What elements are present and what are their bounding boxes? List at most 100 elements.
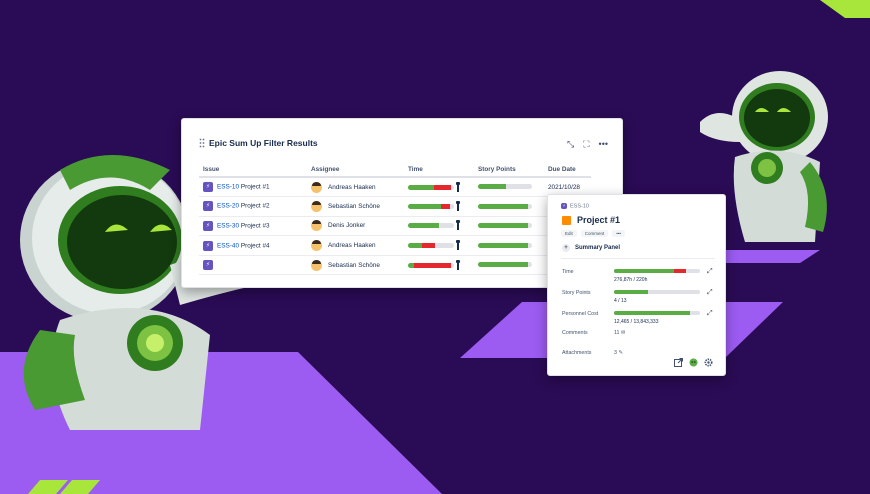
issue-cell[interactable]: ⚡ ESS-10 Project #1 [199,177,307,198]
story-points-progress-bar [478,242,532,248]
issue-detail-panel: ⚡ ESS-10 Project #1 Edit Comment ••• + Sum… [547,194,726,376]
issue-summary[interactable]: Project #3 [240,222,270,230]
field-value: 12,465 / 13,843,333 [614,319,659,325]
field-value: 4 / 13 [614,298,627,304]
issue-cell[interactable]: ⚡ [199,255,307,276]
field-label: Personnel Cost [562,311,599,317]
edit-button[interactable]: Edit [561,230,577,237]
table-row[interactable]: ⚡ Sebastian Schöne [199,255,591,276]
time-cell [404,216,474,237]
open-external-icon[interactable] [674,358,683,367]
column-header-assignee[interactable]: Assignee [307,163,404,178]
field-label: Comments [562,330,588,336]
assignee-cell: Sebastian Schöne [307,255,404,276]
assignee-cell: Denis Jonker [307,216,404,237]
table-row[interactable]: ⚡ ESS-30 Project #3 Denis Jonker [199,216,591,237]
more-actions-button[interactable]: ••• [612,230,626,237]
expand-icon[interactable]: ⤢ [707,289,713,296]
epic-icon: ⚡ [203,220,213,231]
issue-cell[interactable]: ⚡ ESS-20 Project #2 [199,196,307,217]
epic-icon: ⚡ [203,240,213,251]
settings-gear-icon[interactable] [704,358,713,367]
personnel-cost-progress-bar [614,311,700,315]
avatar [311,259,322,271]
summary-panel-heading[interactable]: + Summary Panel [562,244,620,252]
detail-title-text: Project #1 [577,215,621,225]
issue-cell[interactable]: ⚡ ESS-30 Project #3 [199,216,307,237]
story-points-progress-bar [478,184,532,190]
time-progress-bar [614,269,700,273]
issue-key[interactable]: ESS-20 [217,203,240,211]
story-points-cell [474,177,544,198]
project-color-icon [562,215,571,225]
issues-table: Issue Assignee Time Story Points Due Dat… [199,163,591,276]
time-progress-bar [408,203,454,209]
estimate-marker-icon [455,200,459,211]
summary-panel-label: Summary Panel [575,245,621,251]
column-header-story-points[interactable]: Story Points [474,163,544,178]
expand-icon[interactable]: ⤢ [707,310,713,317]
expand-icon[interactable]: ⤢ [707,268,713,275]
avatar [311,240,322,252]
detail-key-text[interactable]: ESS-10 [570,203,589,210]
assignee-name: Denis Jonker [328,222,366,230]
issue-summary[interactable]: Project #1 [240,183,270,191]
field-label: Story Points [562,290,591,296]
paperclip-icon[interactable]: ✎ [618,350,623,356]
column-header-time[interactable]: Time [404,163,474,178]
time-cell [404,235,474,256]
story-points-cell [474,196,544,217]
issue-summary[interactable]: Project #2 [240,203,270,211]
issue-key[interactable]: ESS-40 [217,242,240,250]
assignee-cell: Andreas Haaken [307,235,404,256]
story-points-cell [474,255,544,276]
table-row[interactable]: ⚡ ESS-10 Project #1 Andreas Haaken 2021/10/… [199,177,591,198]
drag-handle-icon[interactable] [199,138,205,148]
assignee-name: Andreas Haaken [328,183,376,191]
avatar [311,220,322,232]
story-points-progress-bar [478,262,532,268]
assignee-cell: Andreas Haaken [307,177,404,198]
issue-cell[interactable]: ⚡ ESS-40 Project #4 [199,235,307,256]
epic-icon: ⚡ [203,182,213,193]
time-cell [404,196,474,217]
avatar [311,181,322,193]
assignee-name: Andreas Haaken [328,242,376,250]
epic-icon: ⚡ [561,203,567,209]
attachments-count: 3 [614,350,617,356]
field-value: 11 ✉ [614,330,625,336]
estimate-marker-icon [455,240,459,251]
issue-key[interactable]: ESS-10 [217,183,240,191]
avatar [311,200,322,212]
column-header-due-date[interactable]: Due Date [544,163,591,178]
comment-icon[interactable]: ✉ [620,330,626,336]
field-value: 276,87h / 220h [614,277,648,283]
time-cell [404,177,474,198]
comments-count: 11 [614,330,620,336]
time-progress-bar [408,223,454,229]
panel-title: Epic Sum Up Filter Results [209,138,318,148]
epic-icon: ⚡ [203,201,213,212]
field-label: Attachments [562,350,592,356]
issue-summary[interactable]: Project #4 [240,242,270,250]
detail-issue-key[interactable]: ⚡ ESS-10 [561,203,589,209]
table-row[interactable]: ⚡ ESS-40 Project #4 Andreas Haaken [199,235,591,256]
issue-key[interactable]: ESS-30 [217,222,240,230]
robot-app-icon[interactable] [689,358,698,367]
estimate-marker-icon [455,220,459,231]
plus-icon[interactable]: + [562,244,570,252]
estimate-marker-icon [455,259,459,270]
more-icon[interactable]: ••• [598,139,608,149]
story-points-progress-bar [478,223,532,229]
column-header-issue[interactable]: Issue [199,163,307,178]
collapse-icon[interactable]: ⤡ [567,139,575,149]
time-progress-bar [408,262,454,268]
detail-title: Project #1 [562,215,620,225]
table-row[interactable]: ⚡ ESS-20 Project #2 Sebastian Schöne [199,196,591,217]
time-progress-bar [408,184,454,190]
comment-button[interactable]: Comment [580,230,609,237]
epic-icon: ⚡ [203,260,213,271]
robot-mascot-right-icon [700,71,828,242]
time-progress-bar [408,243,454,249]
fullscreen-icon[interactable]: ⛶ [583,139,590,149]
